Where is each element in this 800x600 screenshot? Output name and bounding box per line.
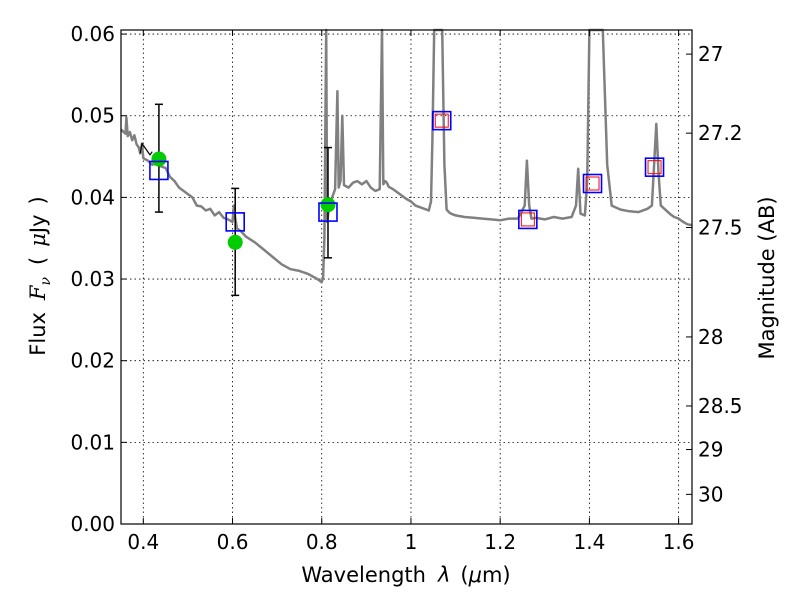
y-axis-label-symbol: F: [26, 284, 50, 301]
x-axis-label-mu: μ: [468, 563, 482, 587]
y2-axis-label: Magnitude (AB): [755, 196, 779, 359]
synthetic-inner-box: [647, 160, 662, 175]
y-axis-label-close: ): [26, 196, 50, 204]
y2-tick-label: 28: [698, 325, 723, 349]
observed-point: [151, 151, 167, 167]
x-axis-label: Wavelength λ (μm): [301, 563, 510, 587]
y-axis-ticks: 0.00 0.01 0.02 0.03 0.04 0.05 0.06: [70, 22, 127, 536]
y-axis-label-text: Flux: [26, 312, 50, 356]
y2-tick-label: 27: [698, 42, 723, 66]
x-axis-label-open: (: [460, 563, 468, 587]
synthetic-box: [644, 157, 665, 177]
y-tick-label: 0.04: [70, 185, 115, 209]
x-tick-label: 1.2: [484, 530, 516, 554]
y-axis-label-mu: μ: [26, 233, 50, 247]
x-tick-label: 1.6: [663, 530, 695, 554]
synthetic-box: [518, 209, 538, 230]
synthetic-box: [431, 110, 452, 131]
y2-axis-ticks: 27 27.2 27.5 28 28.5 29 30: [686, 42, 743, 506]
x-tick-label: 1: [405, 530, 418, 554]
y2-tick-label: 27.5: [698, 216, 743, 240]
synthetic-inner-box: [520, 212, 535, 227]
synthetic-inner-box: [585, 176, 600, 191]
x-tick-label: 1.4: [573, 530, 605, 554]
y-axis-label: Flux Fν ( μJy): [26, 196, 54, 355]
observed-points: [151, 151, 336, 250]
x-axis-label-text: Wavelength: [301, 563, 426, 587]
x-tick-label: 0.6: [217, 530, 249, 554]
y-axis-label-unit: Jy: [26, 214, 50, 235]
x-axis-label-lambda: λ: [437, 563, 450, 587]
y-axis-label-subscript: ν: [38, 276, 54, 285]
observed-point: [320, 197, 336, 213]
synthetic-box: [149, 160, 169, 181]
x-tick-label: 0.8: [306, 530, 338, 554]
synthetic-box: [225, 212, 245, 232]
error-bars: [154, 103, 332, 297]
plot-frame: [120, 29, 693, 525]
y2-tick-label: 27.2: [698, 121, 743, 145]
y-tick-label: 0.02: [70, 349, 115, 373]
y2-tick-label: 29: [698, 438, 723, 462]
y2-tick-label: 28.5: [698, 394, 743, 418]
y-tick-label: 0.03: [70, 267, 115, 291]
x-axis-ticks: 0.4 0.6 0.8 1 1.2 1.4 1.6: [127, 30, 695, 554]
y2-tick-label: 30: [698, 482, 723, 506]
observed-point: [227, 234, 243, 250]
synthetic-box: [582, 173, 603, 194]
x-tick-label: 0.4: [127, 530, 159, 554]
y-tick-label: 0.01: [70, 430, 115, 454]
model-spectrum-detail-line: [139, 142, 153, 156]
y-tick-label: 0.06: [70, 22, 115, 46]
model-spectrum-line: [120, 28, 693, 284]
synthetic-box: [318, 202, 338, 222]
synthetic-photometry: [149, 110, 665, 232]
y-tick-label: 0.00: [70, 512, 115, 536]
x-axis-label-unit: m): [482, 563, 511, 587]
synthetic-inner-box: [434, 113, 449, 128]
y-tick-label: 0.05: [70, 104, 115, 128]
y-axis-label-open: (: [26, 257, 50, 265]
model-spectrum: [120, 28, 693, 284]
